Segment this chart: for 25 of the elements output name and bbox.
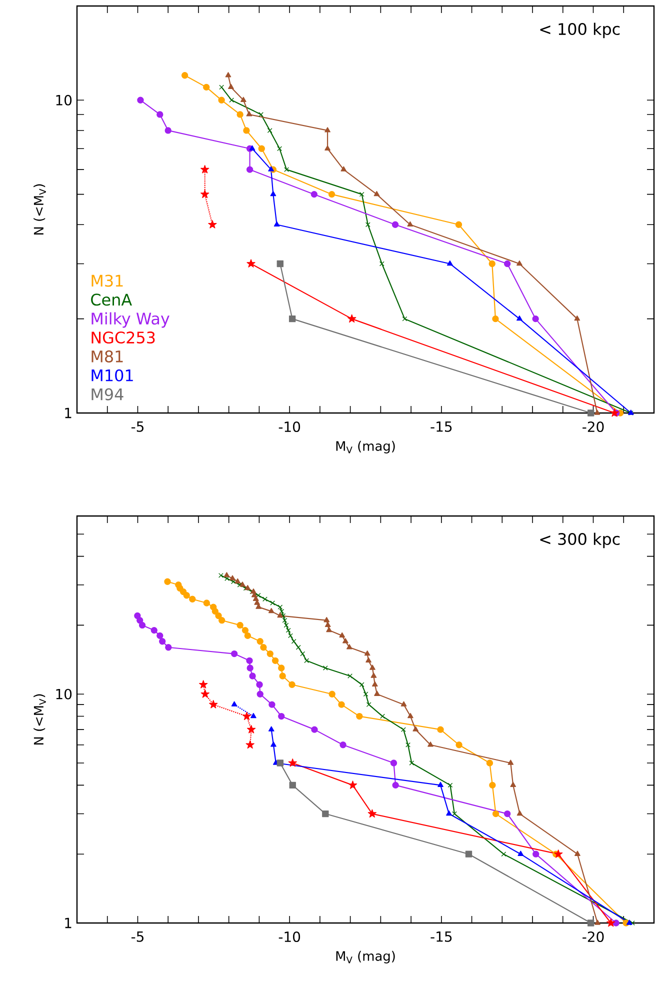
y-axis-title: N (<M$_{V}$)	[34, 184, 46, 235]
y-tick-label: 10	[56, 94, 72, 106]
text: M81	[92, 350, 123, 362]
x-axis-title: M$_{V}$ (mag)	[336, 440, 395, 454]
annotation: < 100 kpc	[540, 22, 620, 38]
text: M94	[92, 388, 124, 400]
x-tick-label: -10	[278, 421, 300, 432]
x-tick-label: -10	[278, 932, 300, 942]
annotation: < 300 kpc	[540, 532, 620, 548]
x-tick-label: -20	[582, 932, 604, 942]
text: NGC253	[92, 331, 155, 344]
x-tick-label: -15	[430, 422, 452, 432]
x-tick-label: -15	[430, 932, 452, 942]
y-tick-label: 1	[65, 918, 72, 928]
x-tick-label: -5	[131, 932, 144, 942]
x-tick-label: -5	[131, 422, 144, 432]
x-tick-label: -20	[582, 421, 604, 432]
y-tick-label: 10	[56, 688, 72, 700]
y-tick-label: 1	[65, 408, 72, 418]
text: CenA	[91, 294, 132, 306]
x-axis-title: M$_{V}$ (mag)	[336, 950, 395, 964]
text: M31	[92, 274, 123, 287]
text: Milky Way	[92, 312, 170, 328]
text: M101	[92, 369, 133, 382]
y-axis-title: N (<M$_{V}$)	[34, 694, 46, 745]
